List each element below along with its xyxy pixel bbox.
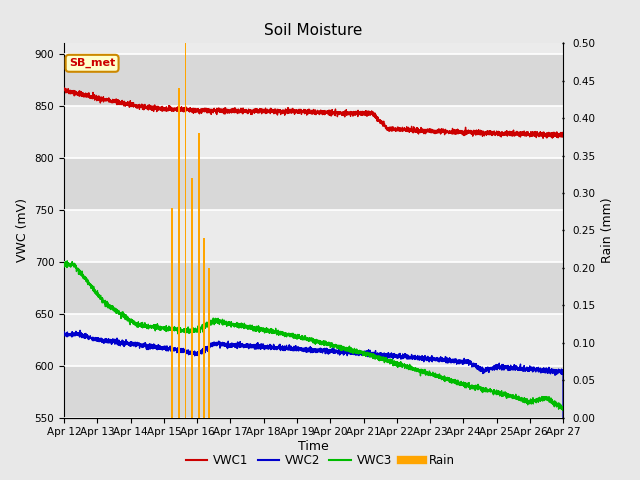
Bar xyxy=(203,238,205,418)
Y-axis label: VWC (mV): VWC (mV) xyxy=(16,198,29,263)
Title: Soil Moisture: Soil Moisture xyxy=(264,23,363,38)
Bar xyxy=(64,54,563,106)
Text: SB_met: SB_met xyxy=(69,58,115,69)
Bar xyxy=(178,88,180,418)
Bar xyxy=(191,178,193,418)
Y-axis label: Rain (mm): Rain (mm) xyxy=(601,198,614,263)
Bar xyxy=(64,210,563,262)
Bar xyxy=(64,366,563,418)
Bar xyxy=(208,268,209,418)
Bar xyxy=(198,133,200,418)
Bar xyxy=(185,43,186,418)
Bar xyxy=(64,313,563,366)
X-axis label: Time: Time xyxy=(298,440,329,453)
Bar xyxy=(64,157,563,210)
Bar xyxy=(172,208,173,418)
Legend: VWC1, VWC2, VWC3, Rain: VWC1, VWC2, VWC3, Rain xyxy=(181,449,459,472)
Bar xyxy=(64,106,563,157)
Bar xyxy=(64,262,563,313)
